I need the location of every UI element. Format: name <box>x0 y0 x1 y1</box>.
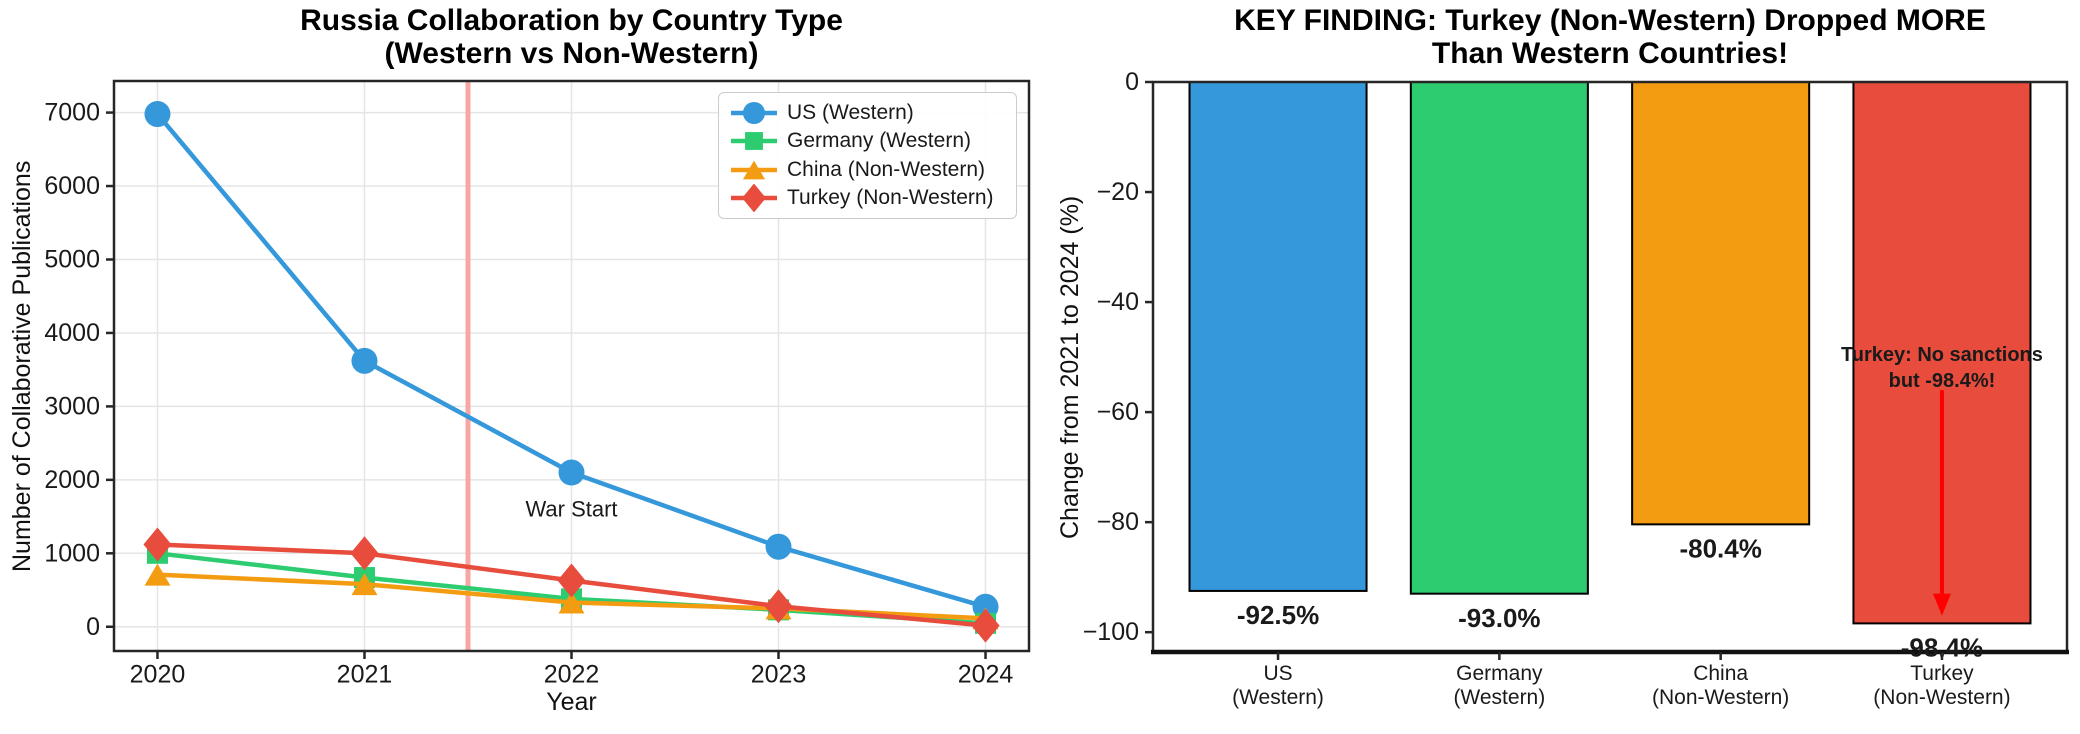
china-non-western-legend-marker <box>731 160 777 179</box>
marker-china-non-western-2022 <box>558 591 585 614</box>
y-tick-label--60: −60 <box>1097 398 1139 426</box>
bar-chart-ylabel: Change from 2021 to 2024 (%) <box>1056 195 1084 539</box>
y-tick-label-1000: 1000 <box>44 539 100 567</box>
bar-us-western <box>1188 81 1368 592</box>
x-category-label-turkey-non-western: Turkey (Non-Western) <box>1873 662 2010 709</box>
legend-item-germany-western: Germany (Western) <box>729 127 1006 155</box>
bar-chart-figure: Turkey: No sanctions but -98.4%! -92.5% -93… <box>1040 0 2080 734</box>
x-category-label-china-non-western: China (Non-Western) <box>1652 662 1789 709</box>
y-tick-label-3000: 3000 <box>44 392 100 420</box>
x-category-label-germany-western: Germany (Western) <box>1453 662 1545 709</box>
marker-turkey-non-western-2021 <box>350 536 379 571</box>
x-category-label-us-western-line-1: US <box>1263 662 1292 685</box>
annotation-text-line-1: Turkey: No sanctions <box>1841 344 2043 366</box>
x-category-label-us-western-line-2: (Western) <box>1232 686 1324 709</box>
marker-china-non-western-2021 <box>351 573 378 596</box>
legend-item-china-non-western: China (Non-Western) <box>729 156 1006 184</box>
bar-value-label-china-non-western: -80.4% <box>1679 534 1761 564</box>
y-tick-label--40: −40 <box>1097 288 1139 316</box>
line-chart-title: Russia Collaboration by Country Type (We… <box>300 4 843 70</box>
legend-label-turkey-non-western: Turkey (Non-Western) <box>787 185 994 209</box>
bar-china-non-western <box>1631 81 1811 526</box>
x-category-label-germany-western-line-1: Germany <box>1456 662 1543 685</box>
y-tick-label-4000: 4000 <box>44 319 100 347</box>
turkey-non-western-legend-marker <box>731 183 777 212</box>
legend-label-china-non-western: China (Non-Western) <box>787 157 986 181</box>
war-start-label: War Start <box>525 497 617 522</box>
marker-china-non-western-2020 <box>144 563 171 586</box>
bar-chart-title: KEY FINDING: Turkey (Non-Western) Droppe… <box>1234 4 1986 70</box>
x-tick-label-2020: 2020 <box>130 661 186 689</box>
marker-us-western-2022 <box>558 459 585 486</box>
marker-us-western-2023 <box>765 533 792 560</box>
annotation-text-line-2: but -98.4%! <box>1889 370 1996 392</box>
us-western-legend-marker <box>731 102 777 125</box>
legend-item-us-western: US (Western) <box>729 99 1006 127</box>
y-tick-label--100: −100 <box>1083 618 1139 646</box>
bar-germany-western <box>1409 81 1589 595</box>
y-tick-label-7000: 7000 <box>44 99 100 127</box>
bar-value-label-germany-western: -93.0% <box>1458 603 1540 633</box>
legend-glyph-germany-western <box>745 132 763 151</box>
x-category-label-turkey-non-western-line-2: (Non-Western) <box>1873 686 2010 709</box>
x-category-label-turkey-non-western-line-1: Turkey <box>1910 662 1974 685</box>
line-chart-xlabel: Year <box>546 688 597 716</box>
legend-item-turkey-non-western: Turkey (Non-Western) <box>729 183 1006 212</box>
legend: US (Western) Germany (Western) China (Non-… <box>718 92 1017 219</box>
x-tick-label-2024: 2024 <box>958 661 1014 689</box>
y-tick-label-2000: 2000 <box>44 466 100 494</box>
line-chart-figure: War Start 2020 2021 2022 2023 2024 0 1000 2000 30… <box>8 4 1031 716</box>
legend-label-germany-western: Germany (Western) <box>787 129 971 153</box>
germany-western-legend-marker <box>731 132 777 151</box>
annotation-arrowhead <box>1932 593 1951 616</box>
x-category-label-germany-western-line-2: (Western) <box>1453 686 1545 709</box>
y-tick-label--80: −80 <box>1097 508 1139 536</box>
marker-us-western-2021 <box>351 347 378 374</box>
bar-chart-plot: Turkey: No sanctions but -98.4%! -92.5% -93… <box>1083 68 2069 709</box>
y-tick-label-0: 0 <box>1125 68 1139 96</box>
marker-turkey-non-western-2020 <box>143 527 172 562</box>
legend-glyph-turkey-non-western <box>742 183 766 212</box>
legend-glyph-china-non-western <box>742 160 766 179</box>
y-tick-label--20: −20 <box>1097 178 1139 206</box>
marker-turkey-non-western-2023 <box>764 589 793 624</box>
y-tick-label-5000: 5000 <box>44 245 100 273</box>
x-category-label-us-western: US (Western) <box>1232 662 1324 709</box>
y-tick-label-0: 0 <box>86 613 100 641</box>
legend-glyph-us-western <box>742 102 766 125</box>
legend-label-us-western: US (Western) <box>787 101 914 125</box>
line-chart-ylabel: Number of Collaborative Publications <box>8 160 36 572</box>
bar-value-label-us-western: -92.5% <box>1237 600 1319 630</box>
y-tick-label-6000: 6000 <box>44 172 100 200</box>
marker-turkey-non-western-2022 <box>557 563 586 598</box>
x-tick-label-2022: 2022 <box>544 661 600 689</box>
x-category-label-china-non-western-line-1: China <box>1693 662 1748 685</box>
x-tick-label-2021: 2021 <box>337 661 393 689</box>
marker-us-western-2020 <box>144 101 171 128</box>
x-category-label-china-non-western-line-2: (Non-Western) <box>1652 686 1789 709</box>
annotation-text: Turkey: No sanctions but -98.4%! <box>1841 344 2043 392</box>
x-tick-label-2023: 2023 <box>751 661 807 689</box>
marker-turkey-non-western-2024 <box>971 608 1000 643</box>
